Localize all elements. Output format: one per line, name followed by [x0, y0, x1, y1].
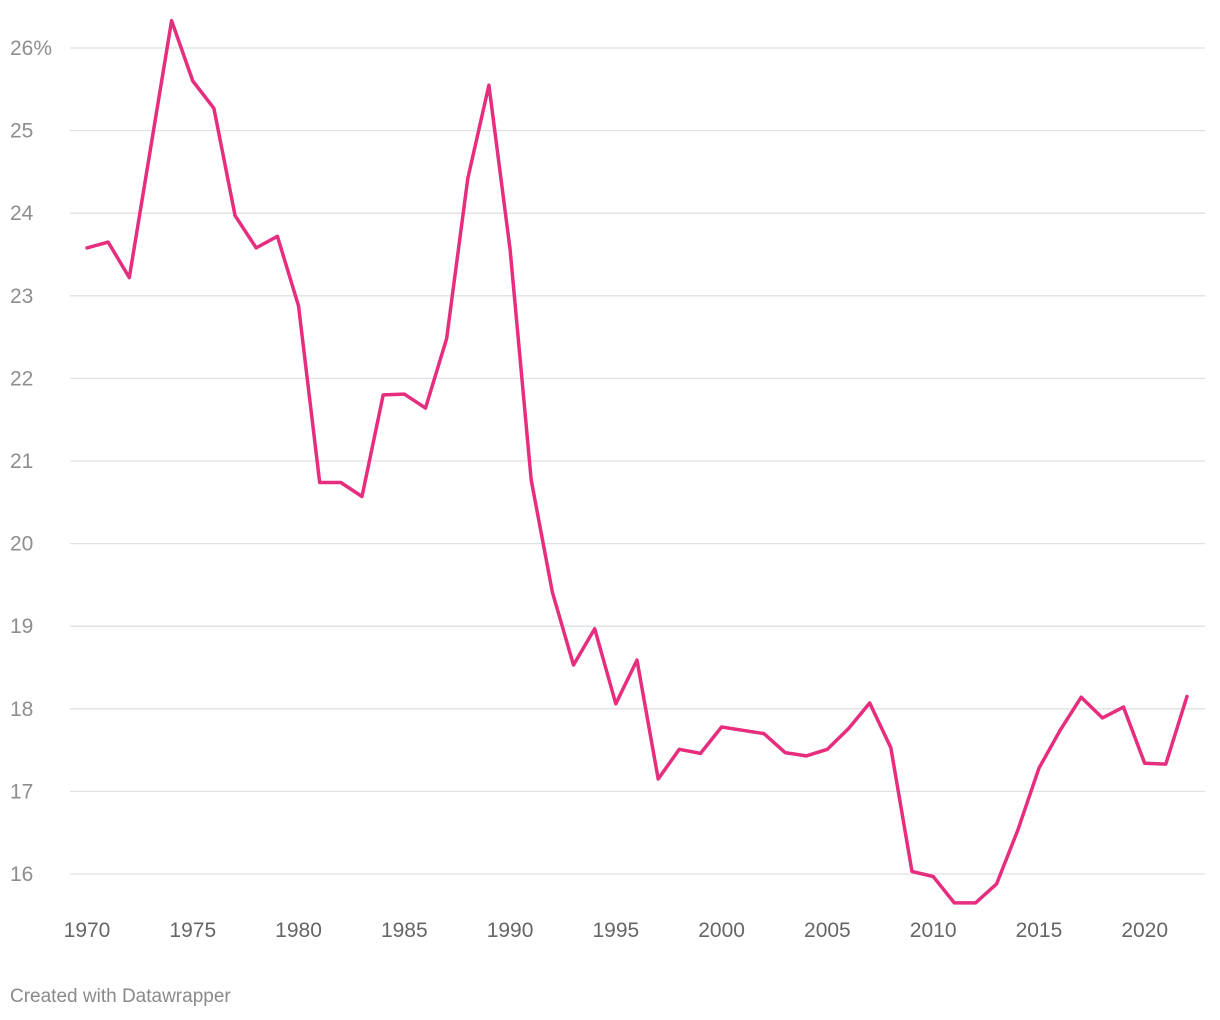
x-tick-label: 2010: [910, 919, 957, 942]
x-tick-label: 1985: [381, 919, 428, 942]
series-line: [85, 18, 1189, 905]
x-tick-label: 1975: [169, 919, 216, 942]
y-tick-label: 23: [10, 285, 33, 308]
y-tick-label: 16: [10, 863, 33, 886]
x-tick-label: 2015: [1016, 919, 1063, 942]
x-tick-label: 1970: [64, 919, 111, 942]
y-tick-label: 21: [10, 450, 33, 473]
y-tick-label: 22: [10, 367, 33, 390]
x-tick-label: 2005: [804, 919, 851, 942]
y-tick-label: 24: [10, 202, 34, 225]
x-tick-label: 2020: [1121, 919, 1168, 942]
y-tick-label: 17: [10, 780, 33, 803]
x-tick-label: 2000: [698, 919, 745, 942]
y-tick-label: 19: [10, 615, 33, 638]
y-tick-label: 20: [10, 533, 33, 556]
y-tick-label: 26%: [10, 37, 52, 60]
x-tick-label: 1990: [487, 919, 534, 942]
datawrapper-credit: Created with Datawrapper: [10, 986, 231, 1007]
y-tick-label: 25: [10, 120, 33, 143]
y-tick-label: 18: [10, 698, 33, 721]
x-tick-label: 1980: [275, 919, 322, 942]
x-tick-label: 1995: [592, 919, 639, 942]
